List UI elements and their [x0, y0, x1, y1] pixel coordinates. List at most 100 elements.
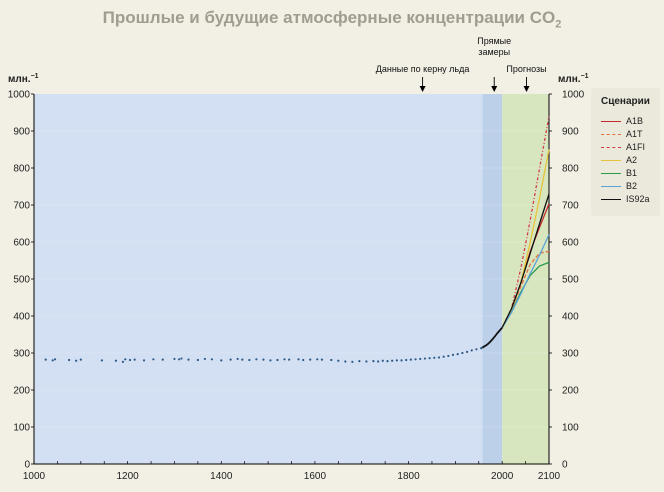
ice-core-point	[196, 358, 199, 362]
ice-core-point	[248, 358, 251, 362]
y-tick-label-left: 200	[13, 386, 30, 397]
x-tick-label: 1600	[304, 471, 327, 482]
ice-core-point	[210, 358, 214, 361]
ice-core-point	[391, 359, 394, 362]
ice-core-point	[409, 358, 412, 361]
ice-core-point	[442, 355, 445, 358]
ice-core-point	[433, 356, 436, 359]
ice-core-point	[344, 360, 347, 363]
y-tick-label-right: 800	[562, 164, 579, 175]
ice-core-point	[53, 358, 57, 361]
ice-core-point	[377, 360, 380, 363]
ice-core-point	[461, 351, 464, 355]
y-axis-label-right: млн.−1	[558, 73, 589, 85]
ice-core-point	[262, 358, 265, 361]
direct-measurement-line	[482, 326, 503, 349]
y-axis-label-left: млн.−1	[8, 73, 39, 85]
ice-core-point	[269, 359, 272, 362]
ice-core-point	[203, 357, 206, 361]
ice-core-point	[358, 360, 361, 363]
ice-core-point	[68, 358, 71, 362]
ice-core-point	[414, 358, 417, 361]
ice-core-point	[447, 354, 450, 358]
ice-core-point	[121, 360, 125, 363]
ice-core-point	[372, 360, 375, 363]
series-line-b2	[501, 234, 550, 328]
ice-core-point	[428, 357, 431, 360]
y-tick-label-right: 0	[562, 460, 568, 471]
legend: Сценарии A1B A1T A1FI A2 B1 B2 IS92a	[591, 88, 660, 216]
ice-core-point	[241, 358, 244, 361]
ice-core-point	[51, 359, 54, 362]
region-ice-core	[34, 94, 483, 464]
ice-core-point	[283, 358, 286, 361]
y-tick-label-right: 400	[562, 312, 579, 323]
region-direct	[482, 94, 503, 464]
ice-core-point	[75, 359, 78, 362]
ice-core-point	[400, 359, 403, 362]
ice-core-point	[255, 358, 258, 361]
ice-core-point	[173, 357, 176, 361]
y-tick-label-left: 700	[13, 201, 30, 212]
ice-core-point	[276, 358, 279, 362]
y-tick-label-right: 300	[562, 349, 579, 360]
y-tick-label-right: 200	[562, 386, 579, 397]
ice-core-point	[220, 359, 223, 362]
legend-swatch	[601, 134, 621, 135]
ice-core-point	[337, 359, 340, 362]
ice-core-point	[419, 357, 422, 361]
ice-core-point	[180, 357, 183, 360]
legend-swatch	[601, 199, 621, 200]
ice-core-point	[309, 358, 312, 361]
ice-core-point	[229, 358, 232, 361]
y-tick-label-left: 1000	[8, 90, 31, 101]
legend-swatch	[601, 121, 621, 122]
legend-swatch	[601, 173, 621, 174]
y-tick-label-left: 800	[13, 164, 30, 175]
y-tick-label-right: 700	[562, 201, 579, 212]
legend-label: A1FI	[626, 142, 646, 152]
legend-title: Сценарии	[601, 96, 650, 107]
ice-core-point	[288, 358, 291, 361]
y-tick-label-left: 900	[13, 127, 30, 138]
legend-label: IS92a	[626, 194, 650, 204]
y-tick-label-left: 300	[13, 349, 30, 360]
ice-core-point	[451, 353, 455, 356]
annotation-projections: Прогнозы	[506, 64, 546, 74]
ice-core-point	[161, 358, 164, 361]
legend-swatch	[601, 186, 621, 187]
x-tick-label: 1200	[117, 471, 140, 482]
x-tick-label: 1400	[210, 471, 233, 482]
ice-core-point	[79, 358, 82, 361]
x-tick-label: 1800	[397, 471, 420, 482]
ice-core-point	[178, 358, 181, 361]
y-tick-label-left: 400	[13, 312, 30, 323]
legend-label: B2	[626, 181, 638, 191]
legend-label: B1	[626, 168, 638, 178]
ice-core-point	[100, 359, 103, 362]
y-tick-label-left: 600	[13, 238, 30, 249]
ice-core-point	[351, 360, 354, 363]
chart-title: Прошлые и будущие атмосферные концентрац…	[102, 8, 562, 31]
y-tick-label-left: 0	[24, 460, 30, 471]
series-line-is92a	[501, 193, 550, 328]
ice-core-point	[386, 360, 389, 363]
y-tick-label-left: 500	[13, 275, 30, 286]
ice-core-point	[133, 358, 136, 361]
ice-core-point	[456, 353, 459, 356]
ice-core-point	[114, 359, 118, 362]
x-tick-label: 2000	[491, 471, 514, 482]
ice-core-point	[236, 357, 239, 361]
legend-label: A2	[626, 155, 638, 165]
x-tick-label: 1000	[23, 471, 46, 482]
annotation-ice-core: Данные по керну льда	[376, 64, 470, 74]
ice-core-point	[302, 358, 305, 362]
ice-core-point	[128, 358, 132, 362]
ice-core-point	[395, 359, 398, 362]
legend-swatch	[601, 147, 621, 148]
ice-core-point	[365, 360, 368, 363]
legend-swatch	[601, 160, 621, 161]
ice-core-point	[465, 350, 469, 353]
x-tick-label: 2100	[538, 471, 561, 482]
